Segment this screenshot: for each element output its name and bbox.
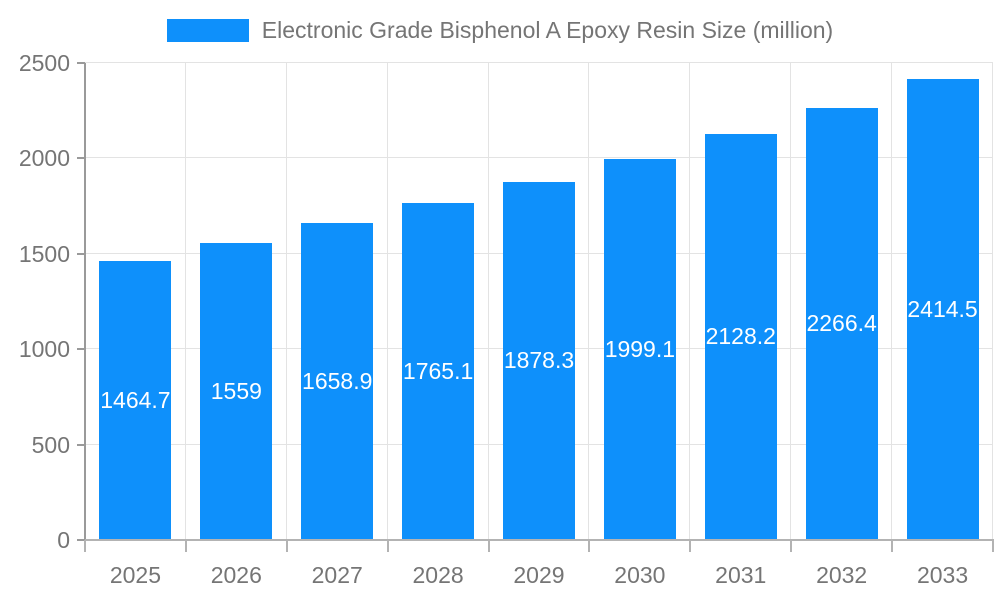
gridline-vertical bbox=[689, 63, 691, 540]
x-axis-tick bbox=[891, 540, 894, 552]
x-tick-label: 2026 bbox=[210, 562, 262, 588]
plot-area: 1464.7 1559 1658.9 1765.1 1878.3 1999.1 2128.2… bbox=[85, 62, 993, 540]
y-axis-line bbox=[84, 63, 86, 540]
bar-2027: 1658.9 bbox=[301, 223, 374, 540]
x-axis-tick bbox=[386, 540, 389, 552]
gridline-vertical bbox=[285, 63, 287, 540]
x-tick-label: 2033 bbox=[916, 562, 969, 588]
gridline-vertical bbox=[386, 63, 388, 540]
bar-value-label: 2414.5 bbox=[907, 296, 978, 323]
legend-label: Electronic Grade Bisphenol A Epoxy Resin… bbox=[261, 17, 834, 43]
bar-2029: 1878.3 bbox=[503, 181, 575, 540]
y-tick-label: 500 bbox=[31, 431, 70, 458]
x-axis-tick bbox=[588, 540, 591, 552]
gridline-horizontal bbox=[85, 62, 993, 63]
bar-2033: 2414.5 bbox=[906, 79, 979, 540]
bar-2030: 1999.1 bbox=[603, 158, 676, 540]
y-axis-tick bbox=[77, 348, 85, 351]
y-axis-tick bbox=[77, 157, 85, 160]
bar-value-label: 2128.2 bbox=[705, 323, 776, 350]
x-axis-tick bbox=[689, 540, 692, 552]
x-tick-label: 2028 bbox=[412, 562, 464, 588]
bar-2025: 1464.7 bbox=[99, 260, 172, 540]
x-tick-label: 2025 bbox=[109, 562, 162, 588]
gridline-vertical bbox=[588, 63, 590, 540]
bar-value-label: 1464.7 bbox=[100, 386, 171, 413]
bar-2031: 2128.2 bbox=[704, 133, 777, 540]
y-axis-tick bbox=[77, 539, 85, 541]
gridline-horizontal bbox=[85, 157, 993, 159]
x-axis-tick bbox=[790, 540, 793, 552]
x-axis-tick bbox=[184, 540, 187, 552]
bar-2032: 2266.4 bbox=[805, 107, 878, 540]
bar-value-label: 1999.1 bbox=[604, 335, 676, 362]
y-axis-tick bbox=[77, 62, 85, 64]
x-tick-label: 2029 bbox=[513, 562, 565, 588]
y-tick-label: 2000 bbox=[18, 145, 70, 172]
x-axis-tick bbox=[487, 540, 490, 552]
legend-swatch bbox=[166, 19, 249, 42]
bar-value-label: 1658.9 bbox=[302, 368, 373, 395]
gridline-vertical bbox=[487, 63, 489, 540]
x-tick-label: 2031 bbox=[715, 562, 767, 588]
y-tick-label: 0 bbox=[57, 527, 70, 553]
bar-value-label: 1559 bbox=[210, 377, 262, 404]
x-tick-label: 2032 bbox=[816, 562, 868, 588]
bar-value-label: 2266.4 bbox=[806, 310, 877, 337]
y-axis-tick bbox=[77, 252, 85, 255]
bar-value-label: 1765.1 bbox=[402, 358, 474, 385]
bar-2028: 1765.1 bbox=[402, 203, 475, 540]
y-tick-label: 1500 bbox=[18, 240, 70, 267]
x-tick-label: 2030 bbox=[614, 562, 666, 588]
x-tick-label: 2027 bbox=[311, 562, 363, 588]
legend: Electronic Grade Bisphenol A Epoxy Resin… bbox=[0, 17, 1000, 44]
x-axis-line bbox=[84, 539, 994, 541]
x-axis-tick bbox=[285, 540, 288, 552]
y-tick-label: 1000 bbox=[18, 336, 70, 363]
gridline-vertical bbox=[891, 63, 893, 540]
x-axis-tick bbox=[84, 540, 86, 552]
gridline-vertical bbox=[992, 63, 993, 540]
x-axis-tick bbox=[992, 540, 994, 552]
gridline-vertical bbox=[790, 63, 792, 540]
bar-value-label: 1878.3 bbox=[503, 347, 575, 374]
gridline-vertical bbox=[184, 63, 186, 540]
bar-2026: 1559 bbox=[200, 242, 273, 540]
y-tick-label: 2500 bbox=[18, 50, 70, 76]
y-axis-tick bbox=[77, 443, 85, 446]
